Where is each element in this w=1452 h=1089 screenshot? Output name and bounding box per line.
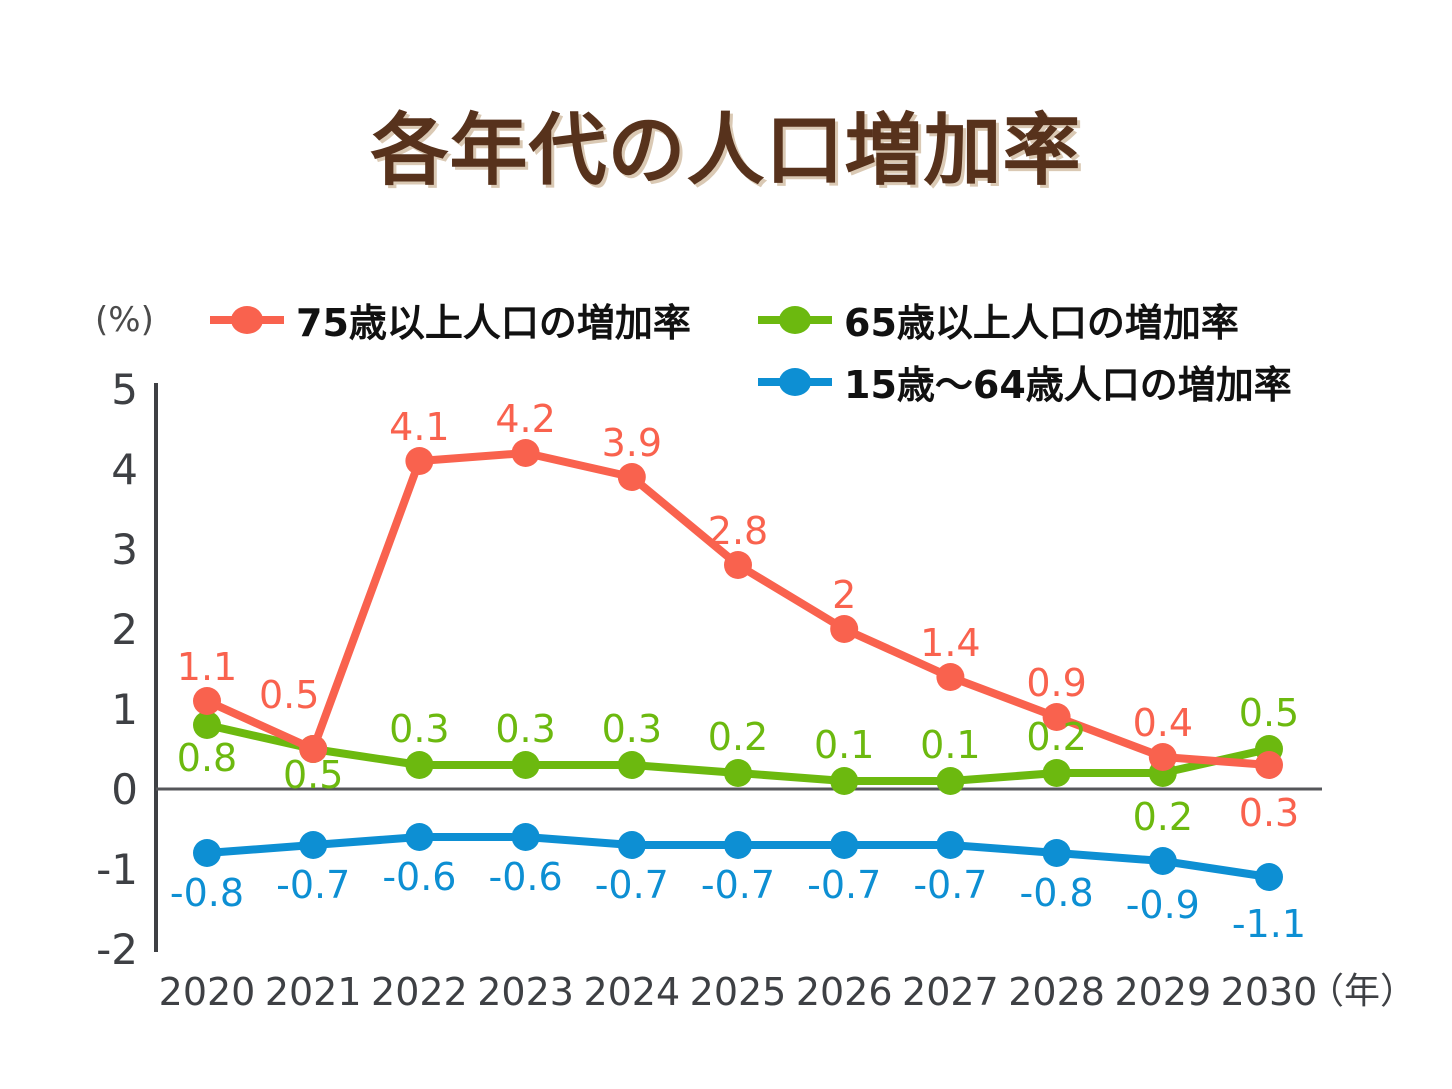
value-label-0-2023: 4.2 [495,397,555,441]
legend-item-15-64: 15歳〜64歳人口の増加率 [758,354,1292,409]
data-point-2-2024 [617,831,646,859]
data-point-0-2026 [830,615,859,643]
value-label-0-2024: 3.9 [602,421,662,465]
data-point-0-2030 [1255,751,1283,779]
value-label-0-2026: 2 [832,573,856,617]
data-point-0-2022 [405,447,434,475]
data-point-2-2026 [830,831,859,859]
x-axis-year-label: 2029 [1114,970,1211,1014]
value-label-1-2022: 0.3 [389,707,449,751]
value-label-1-2028: 0.2 [1026,715,1086,759]
data-point-1-2027 [936,767,965,795]
data-point-2-2030 [1255,863,1283,891]
value-label-2-2028: -0.8 [1020,871,1094,915]
value-label-2-2024: -0.7 [595,863,669,907]
data-point-2-2029 [1148,847,1177,875]
value-label-2-2026: -0.7 [807,863,881,907]
data-point-1-2026 [830,767,859,795]
value-label-1-2025: 0.2 [708,715,768,759]
data-point-2-2023 [511,823,540,851]
data-point-0-2029 [1148,743,1177,771]
value-label-2-2030: -1.1 [1232,902,1306,946]
y-tick-label: 0 [111,765,138,814]
value-label-0-2020: 1.1 [177,645,237,689]
y-axis-unit-label: (%) [95,300,154,340]
x-axis-year-label: 2022 [371,970,468,1014]
value-label-2-2023: -0.6 [489,855,563,899]
data-point-2-2025 [724,831,752,859]
data-point-0-2023 [511,439,540,467]
data-point-1-2023 [511,751,540,779]
data-point-0-2024 [617,463,646,491]
legend-label-65: 65歳以上人口の増加率 [844,301,1239,345]
x-axis-year-label: 2026 [796,970,893,1014]
y-tick-label: -2 [96,925,138,974]
value-label-0-2030: 0.3 [1239,791,1299,835]
legend-item-75: 75歳以上人口の増加率 [210,292,691,347]
data-point-1-2024 [617,751,646,779]
x-axis-year-label: 2028 [1008,970,1105,1014]
data-point-1-2022 [405,751,434,779]
value-label-2-2021: -0.7 [276,863,350,907]
value-label-1-2020: 0.8 [177,736,237,780]
value-label-2-2027: -0.7 [913,863,987,907]
data-point-2-2020 [193,839,221,867]
value-label-2-2025: -0.7 [701,863,775,907]
data-point-2-2028 [1042,839,1071,867]
y-tick-label: 5 [111,365,138,414]
legend-line-marker-icon [758,305,832,334]
x-axis-unit-label: （年） [1308,971,1416,1012]
chart-title: 各年代の人口増加率 [370,106,1082,196]
x-axis-year-label: 2030 [1221,970,1318,1014]
value-label-2-2022: -0.6 [382,855,456,899]
y-tick-label: 2 [111,605,138,654]
value-label-1-2030: 0.5 [1239,691,1299,735]
value-label-1-2021: 0.5 [283,753,343,797]
legend-item-65: 65歳以上人口の増加率 [758,292,1239,347]
data-point-1-2025 [724,759,752,787]
value-label-1-2023: 0.3 [495,707,555,751]
legend-label-15-64: 15歳〜64歳人口の増加率 [844,363,1292,407]
x-axis-year-label: 2027 [902,970,999,1014]
value-label-0-2027: 1.4 [920,621,980,665]
data-point-2-2021 [299,831,328,859]
value-label-1-2027: 0.1 [920,723,980,767]
data-point-0-2025 [724,551,752,579]
x-axis-year-label: 2020 [159,970,256,1014]
data-point-1-2020 [193,711,221,739]
value-label-0-2028: 0.9 [1026,661,1086,705]
legend-label-75: 75歳以上人口の増加率 [296,301,691,345]
data-point-2-2027 [936,831,965,859]
data-point-1-2028 [1042,759,1071,787]
data-point-2-2022 [405,823,434,851]
data-point-0-2021 [299,735,328,763]
x-axis-year-label: 2021 [265,970,362,1014]
x-axis-year-label: 2024 [583,970,680,1014]
value-label-0-2029: 0.4 [1133,701,1193,745]
legend-line-marker-icon [210,305,284,334]
y-tick-label: 3 [111,525,138,574]
data-point-0-2027 [936,663,965,691]
y-tick-label: 4 [111,445,138,494]
value-label-0-2021: 0.5 [259,673,319,717]
value-label-1-2029: 0.2 [1133,795,1193,839]
legend-line-marker-icon [758,367,832,396]
y-tick-label: -1 [96,845,138,894]
data-point-0-2020 [193,687,221,715]
value-label-0-2022: 4.1 [389,405,449,449]
data-point-0-2028 [1042,703,1071,731]
value-label-1-2026: 0.1 [814,723,874,767]
value-label-0-2025: 2.8 [708,509,768,553]
value-label-1-2024: 0.3 [602,707,662,751]
y-tick-label: 1 [111,685,138,734]
value-label-2-2020: -0.8 [170,871,244,915]
x-axis-year-label: 2023 [477,970,574,1014]
value-label-2-2029: -0.9 [1126,883,1200,927]
x-axis-year-label: 2025 [690,970,787,1014]
